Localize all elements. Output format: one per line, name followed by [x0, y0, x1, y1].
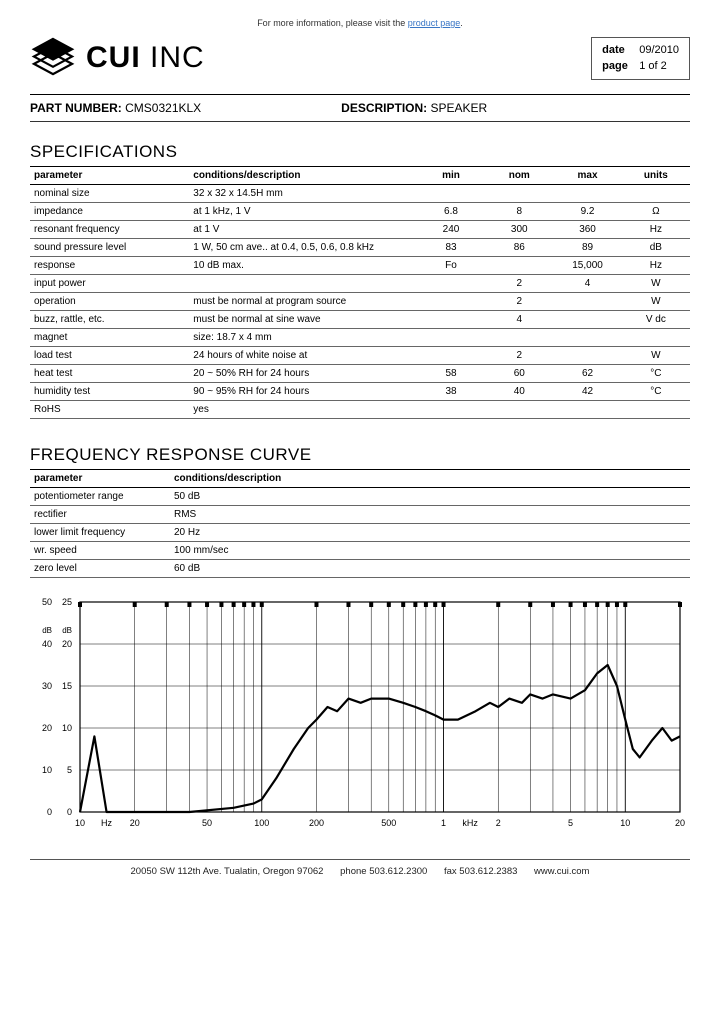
- svg-text:100: 100: [254, 818, 269, 828]
- table-row: operationmust be normal at program sourc…: [30, 293, 690, 311]
- table-row: wr. speed100 mm/sec: [30, 542, 690, 560]
- company-name: CUI INC: [86, 41, 205, 75]
- table-row: zero level60 dB: [30, 560, 690, 578]
- svg-text:50: 50: [202, 818, 212, 828]
- specs-title: SPECIFICATIONS: [30, 142, 690, 162]
- table-row: lower limit frequency20 Hz: [30, 524, 690, 542]
- table-row: buzz, rattle, etc.must be normal at sine…: [30, 311, 690, 329]
- specs-table: parameter conditions/description min nom…: [30, 166, 690, 419]
- table-row: rectifierRMS: [30, 506, 690, 524]
- svg-text:0: 0: [47, 807, 52, 817]
- svg-text:5: 5: [67, 765, 72, 775]
- svg-text:2: 2: [496, 818, 501, 828]
- svg-text:20: 20: [62, 639, 72, 649]
- footer: 20050 SW 112th Ave. Tualatin, Oregon 970…: [30, 859, 690, 877]
- freq-title: FREQUENCY RESPONSE CURVE: [30, 445, 690, 465]
- table-row: RoHSyes: [30, 401, 690, 419]
- svg-text:dB: dB: [42, 626, 52, 635]
- divider: [30, 94, 690, 95]
- top-info-link: For more information, please visit the p…: [30, 18, 690, 28]
- id-row: PART NUMBER: CMS0321KLX DESCRIPTION: SPE…: [30, 101, 690, 115]
- svg-text:30: 30: [42, 681, 52, 691]
- svg-text:50: 50: [42, 597, 52, 607]
- svg-text:10: 10: [620, 818, 630, 828]
- svg-text:5: 5: [568, 818, 573, 828]
- meta-box: date 09/2010 page 1 of 2: [591, 37, 690, 80]
- table-row: load test24 hours of white noise at2W: [30, 347, 690, 365]
- svg-text:200: 200: [309, 818, 324, 828]
- logo-block: CUI INC: [30, 36, 205, 80]
- header: CUI INC date 09/2010 page 1 of 2: [30, 36, 690, 80]
- svg-text:dB: dB: [62, 626, 72, 635]
- svg-text:15: 15: [62, 681, 72, 691]
- svg-text:kHz: kHz: [462, 818, 478, 828]
- svg-text:20: 20: [42, 723, 52, 733]
- table-row: nominal size32 x 32 x 14.5H mm: [30, 185, 690, 203]
- svg-text:0: 0: [67, 807, 72, 817]
- table-row: impedanceat 1 kHz, 1 V6.889.2Ω: [30, 203, 690, 221]
- table-row: response10 dB max.Fo15,000Hz: [30, 257, 690, 275]
- svg-text:10: 10: [62, 723, 72, 733]
- svg-text:10: 10: [42, 765, 52, 775]
- svg-text:500: 500: [381, 818, 396, 828]
- frequency-response-chart: 001052010301540205025dBdB10Hz20501002005…: [30, 594, 690, 839]
- svg-text:40: 40: [42, 639, 52, 649]
- divider: [30, 121, 690, 122]
- svg-text:1: 1: [441, 818, 446, 828]
- table-row: humidity test90 ~ 95% RH for 24 hours384…: [30, 383, 690, 401]
- table-row: resonant frequencyat 1 V240300360Hz: [30, 221, 690, 239]
- svg-text:20: 20: [130, 818, 140, 828]
- table-row: magnetsize: 18.7 x 4 mm: [30, 329, 690, 347]
- cui-logo-icon: [30, 36, 76, 80]
- table-row: input power24W: [30, 275, 690, 293]
- product-page-link[interactable]: product page: [408, 18, 461, 28]
- svg-text:10: 10: [75, 818, 85, 828]
- table-row: heat test20 ~ 50% RH for 24 hours586062°…: [30, 365, 690, 383]
- svg-text:25: 25: [62, 597, 72, 607]
- freq-table: parameter conditions/description potenti…: [30, 469, 690, 578]
- svg-text:Hz: Hz: [101, 818, 112, 828]
- table-row: sound pressure level1 W, 50 cm ave.. at …: [30, 239, 690, 257]
- table-row: potentiometer range50 dB: [30, 488, 690, 506]
- svg-text:20: 20: [675, 818, 685, 828]
